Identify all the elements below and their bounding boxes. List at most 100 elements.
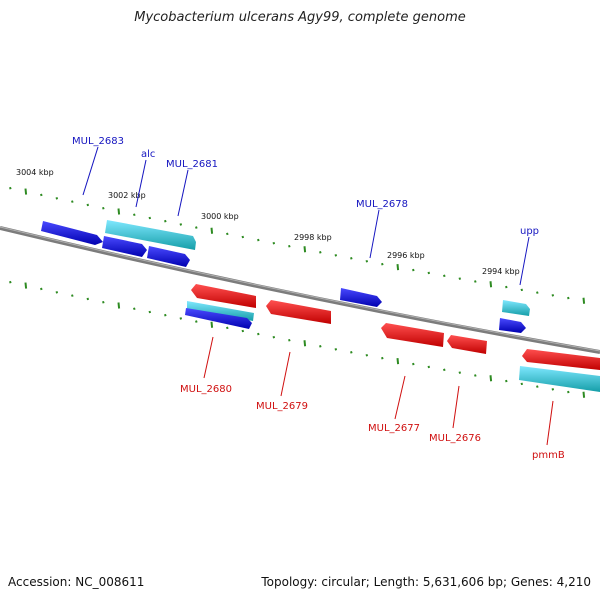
gene-label-pmmb[interactable]: pmmB	[532, 450, 565, 461]
scale-tick	[319, 251, 322, 254]
gene-arrow-upp-rna[interactable]	[502, 300, 530, 316]
gene-arrow-mul2683[interactable]	[41, 221, 103, 245]
gene-label-mul2679[interactable]: MUL_2679	[256, 401, 308, 412]
scale-tick	[241, 235, 245, 239]
scale-tick	[102, 300, 105, 304]
scale-label: 2996 kbp	[387, 251, 425, 260]
scale-tick	[164, 313, 167, 317]
scale-tick	[133, 213, 136, 217]
upper-scale-ticks	[9, 186, 586, 304]
scale-tick	[55, 291, 59, 294]
scale-tick	[24, 282, 28, 289]
scale-tick	[40, 193, 43, 197]
map-title: Mycobacterium ulcerans Agy99, complete g…	[134, 10, 466, 25]
scale-tick	[179, 223, 183, 226]
scale-tick	[334, 348, 338, 351]
scale-tick	[117, 302, 121, 309]
scale-tick	[489, 281, 493, 288]
scale-tick	[9, 280, 12, 284]
gene-arrow-pmmb[interactable]	[522, 349, 600, 370]
scale-tick	[86, 203, 90, 207]
scale-tick	[40, 287, 43, 291]
gene-arrow-mul2679[interactable]	[266, 300, 331, 324]
scale-tick	[520, 382, 524, 386]
genome-backbone-highlight	[0, 226, 600, 352]
scale-tick	[536, 385, 539, 388]
scale-tick	[303, 246, 307, 253]
scale-tick	[9, 186, 12, 190]
gene-arrow-upp[interactable]	[499, 318, 526, 333]
scale-tick	[210, 321, 214, 328]
gene-label-mul2681[interactable]: MUL_2681	[166, 159, 218, 170]
scale-label: 2994 kbp	[482, 267, 520, 276]
scale-tick	[458, 371, 462, 374]
scale-tick	[412, 268, 415, 272]
scale-tick	[86, 297, 90, 301]
scale-label: 2998 kbp	[294, 233, 332, 242]
scale-tick	[567, 296, 570, 300]
scale-tick	[365, 353, 369, 357]
scale-tick	[303, 340, 307, 347]
scale-tick	[319, 345, 322, 348]
scale-tick	[350, 257, 353, 260]
scale-tick	[334, 254, 338, 257]
scale-tick	[396, 264, 400, 271]
scale-tick	[148, 310, 152, 314]
scale-tick	[179, 317, 183, 320]
scale-tick	[288, 338, 291, 342]
scale-tick	[567, 390, 570, 394]
scale-tick	[102, 206, 105, 210]
scale-tick	[226, 326, 229, 330]
gene-arrow-mul2678[interactable]	[340, 288, 382, 307]
scale-tick	[226, 232, 229, 236]
gene-arrow-mul2680-fwd[interactable]	[185, 308, 252, 329]
scale-tick	[365, 259, 369, 263]
scale-tick	[412, 362, 415, 366]
scale-tick	[257, 332, 260, 336]
scale-tick	[536, 291, 539, 294]
scale-tick	[427, 365, 431, 369]
lower-scale-ticks	[9, 280, 586, 398]
scale-tick	[117, 208, 121, 215]
scale-tick	[505, 379, 508, 383]
gene-label-mul2683[interactable]: MUL_2683	[72, 136, 124, 147]
gene-label-mul2680[interactable]: MUL_2680	[180, 384, 232, 395]
gene-label-mul2676[interactable]: MUL_2676	[429, 433, 481, 444]
scale-tick	[474, 374, 477, 377]
gene-arrow-pmmb-rna[interactable]	[519, 366, 600, 392]
scale-tick	[458, 277, 462, 280]
gene-arrow-mul2680-rna[interactable]	[187, 301, 254, 321]
scale-tick	[133, 307, 136, 311]
gene-arrow-mul2676[interactable]	[447, 335, 487, 354]
scale-tick	[551, 294, 555, 297]
gene-arrow-alc[interactable]	[105, 220, 196, 250]
scale-tick	[210, 227, 214, 234]
gene-label-alc[interactable]: alc	[141, 149, 155, 160]
scale-tick	[272, 335, 276, 339]
label-leader-lines	[82, 146, 554, 446]
scale-tick	[24, 188, 28, 195]
scale-tick	[241, 329, 245, 333]
scale-tick	[195, 226, 198, 229]
scale-tick	[551, 388, 555, 391]
gene-label-upp[interactable]: upp	[520, 226, 539, 237]
scale-tick	[489, 375, 493, 382]
gene-label-mul2677[interactable]: MUL_2677	[368, 423, 420, 434]
scale-tick	[55, 197, 59, 200]
scale-tick	[582, 391, 586, 398]
scale-tick	[381, 262, 384, 266]
gene-arrow-mul2682[interactable]	[102, 236, 147, 257]
scale-tick	[71, 200, 74, 203]
scale-tick	[288, 244, 291, 248]
genome-summary-text: Topology: circular; Length: 5,631,606 bp…	[261, 575, 591, 589]
gene-arrow-mul2677[interactable]	[381, 323, 444, 347]
gene-label-mul2678[interactable]: MUL_2678	[356, 199, 408, 210]
scale-tick	[381, 356, 384, 360]
scale-tick	[195, 320, 198, 323]
gene-arrow-mul2681[interactable]	[147, 246, 190, 267]
genome-backbone	[0, 226, 600, 354]
scale-tick	[148, 216, 152, 220]
scale-tick	[443, 274, 446, 278]
gene-arrow-mul2680[interactable]	[191, 284, 256, 308]
